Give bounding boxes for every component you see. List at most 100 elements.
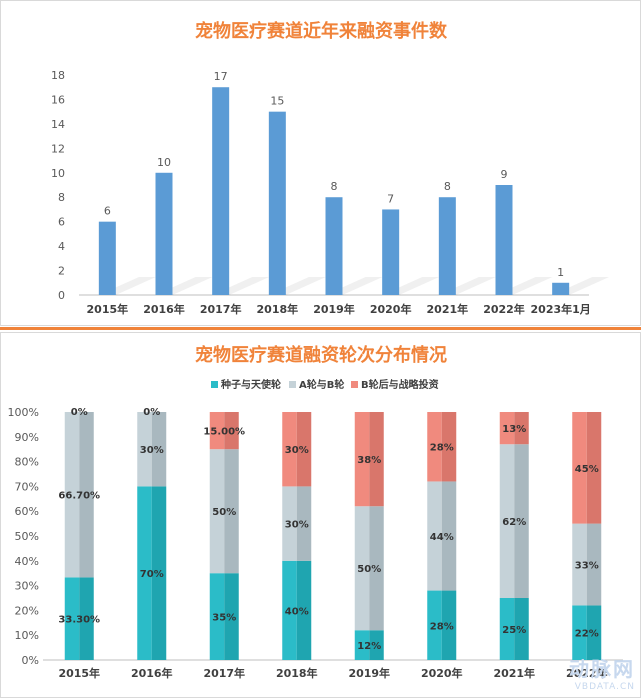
stack-segment-shade bbox=[79, 577, 94, 660]
y-tick-label: 4 bbox=[58, 240, 65, 253]
y-tick-label: 16 bbox=[51, 93, 65, 106]
x-category-label: 2018年 bbox=[257, 302, 299, 316]
bar bbox=[325, 197, 343, 295]
section-divider bbox=[0, 327, 641, 330]
stack-segment-shade bbox=[514, 444, 529, 598]
stack-segment-shade bbox=[296, 486, 312, 561]
legend-label: 种子与天使轮 bbox=[220, 378, 281, 391]
stack-segment-shade bbox=[441, 590, 457, 660]
bar-value-label: 7 bbox=[387, 192, 394, 205]
segment-value-label: 30% bbox=[140, 445, 164, 456]
stack-segment-shade bbox=[224, 412, 239, 450]
y-tick-label: 10% bbox=[15, 629, 39, 642]
segment-value-label: 38% bbox=[357, 455, 381, 466]
segment-value-label: 45% bbox=[575, 464, 599, 475]
legend-swatch bbox=[289, 381, 296, 388]
stack-segment bbox=[354, 630, 370, 660]
segment-value-label: 70% bbox=[140, 569, 164, 580]
stack-segment-shade bbox=[586, 523, 602, 606]
stack-segment-shade bbox=[151, 412, 167, 487]
stack-segment-shade bbox=[514, 412, 529, 445]
bar-value-label: 9 bbox=[501, 168, 508, 181]
stack-segment bbox=[572, 605, 587, 660]
segment-value-label: 25% bbox=[502, 625, 526, 636]
segment-value-label: 44% bbox=[430, 532, 454, 543]
stack-segment bbox=[427, 412, 442, 482]
stack-segment-shade bbox=[296, 560, 312, 660]
segment-value-label: 40% bbox=[285, 606, 309, 617]
x-category-label: 2016年 bbox=[131, 666, 173, 680]
x-category-label: 2020年 bbox=[370, 302, 412, 316]
bar-value-label: 8 bbox=[444, 180, 451, 193]
segment-value-label: 33.30% bbox=[58, 615, 100, 626]
segment-value-label: 50% bbox=[357, 564, 381, 575]
x-category-label: 2017年 bbox=[203, 666, 245, 680]
stack-segment-shade bbox=[514, 598, 529, 660]
watermark-text: 动脉网 bbox=[569, 657, 635, 681]
stack-segment bbox=[137, 412, 152, 487]
y-tick-label: 0% bbox=[22, 654, 39, 667]
y-tick-label: 12 bbox=[51, 142, 65, 155]
y-tick-label: 10 bbox=[51, 167, 65, 180]
stack-segment bbox=[427, 590, 442, 660]
stack-segment bbox=[209, 573, 225, 660]
segment-value-label: 12% bbox=[357, 641, 381, 652]
y-tick-label: 6 bbox=[58, 216, 65, 229]
y-tick-label: 60% bbox=[15, 505, 39, 518]
watermark-logo: 动脉网 VBDATA.CN bbox=[569, 653, 635, 692]
stack-segment bbox=[572, 523, 587, 606]
segment-value-label: 13% bbox=[502, 424, 526, 435]
y-tick-label: 40% bbox=[15, 555, 39, 568]
stack-segment-shade bbox=[586, 412, 602, 524]
x-category-label: 2018年 bbox=[276, 666, 318, 680]
y-tick-label: 8 bbox=[58, 191, 65, 204]
stack-segment-shade bbox=[224, 573, 239, 660]
legend-label: B轮后与战略投资 bbox=[361, 378, 439, 391]
segment-value-label: 22% bbox=[575, 629, 599, 640]
bar-value-label: 8 bbox=[331, 180, 338, 193]
segment-value-label: 33% bbox=[575, 561, 599, 572]
chart-title: 宠物医疗赛道融资轮次分布情况 bbox=[195, 344, 447, 366]
stack-segment bbox=[499, 598, 515, 660]
stack-segment bbox=[282, 560, 297, 660]
x-category-label: 2015年 bbox=[58, 666, 100, 680]
segment-value-label: 30% bbox=[285, 445, 309, 456]
x-category-label: 2020年 bbox=[421, 666, 463, 680]
x-category-label: 2017年 bbox=[200, 302, 242, 316]
stack-segment-shade bbox=[369, 506, 384, 631]
stack-segment-shade bbox=[224, 449, 239, 574]
segment-value-label: 15.00% bbox=[203, 427, 245, 438]
x-category-label: 2021年 bbox=[427, 302, 469, 316]
y-tick-label: 2 bbox=[58, 265, 65, 278]
stack-segment bbox=[499, 444, 515, 598]
legend-label: A轮与B轮 bbox=[299, 378, 344, 391]
y-tick-label: 100% bbox=[8, 406, 39, 419]
bar bbox=[155, 172, 173, 295]
segment-value-label: 28% bbox=[430, 621, 454, 632]
stack-segment-shade bbox=[441, 481, 457, 591]
y-tick-label: 90% bbox=[15, 431, 39, 444]
bar bbox=[552, 282, 570, 295]
stack-segment bbox=[209, 449, 225, 574]
stack-segment-shade bbox=[441, 412, 457, 482]
stack-segment-shade bbox=[369, 412, 384, 507]
stack-segment bbox=[572, 412, 587, 524]
x-category-label: 2015年 bbox=[87, 302, 129, 316]
segment-value-label: 66.70% bbox=[58, 491, 100, 502]
chart-title: 宠物医疗赛道近年来融资事件数 bbox=[195, 20, 448, 42]
stack-segment bbox=[282, 412, 297, 487]
segment-value-label: 0% bbox=[71, 407, 88, 418]
stack-segment-shade bbox=[151, 486, 167, 660]
watermark-subtext: VBDATA.CN bbox=[574, 682, 635, 692]
funding-events-chart-panel: 宠物医疗赛道近年来融资事件数 0 2 4 6 8 10 12 14 16 18 6 2015年 10 201… bbox=[0, 0, 641, 326]
stack-segment bbox=[354, 412, 370, 507]
segment-value-label: 30% bbox=[285, 520, 309, 531]
segment-value-label: 62% bbox=[502, 517, 526, 528]
x-category-label: 2019年 bbox=[348, 666, 390, 680]
x-category-label: 2016年 bbox=[143, 302, 185, 316]
round-distribution-chart-panel: 宠物医疗赛道融资轮次分布情况种子与天使轮 A轮与B轮 B轮后与战略投资 0% 10% 20… bbox=[0, 332, 641, 698]
segment-value-label: 28% bbox=[430, 443, 454, 454]
x-category-label: 2021年 bbox=[493, 666, 535, 680]
stack-segment bbox=[427, 481, 442, 591]
stack-segment-shade bbox=[296, 412, 312, 487]
